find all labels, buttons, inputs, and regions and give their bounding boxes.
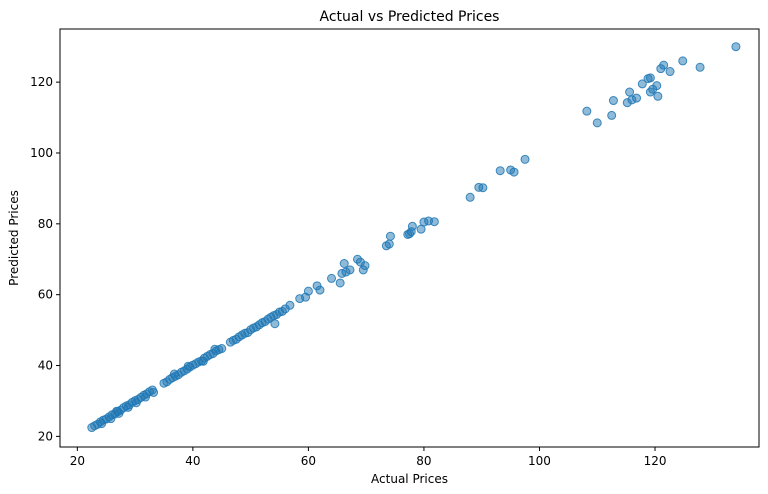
data-point (495, 166, 505, 176)
data-point (637, 79, 647, 89)
data-point (582, 106, 592, 116)
data-point (607, 110, 617, 120)
data-point (384, 239, 394, 249)
data-point (659, 60, 669, 70)
data-point (106, 414, 116, 424)
data-point (478, 183, 488, 193)
data-points (87, 42, 741, 433)
x-tick-label: 80 (416, 454, 431, 468)
data-point (97, 419, 107, 429)
y-tick-label: 100 (30, 146, 53, 160)
data-point (217, 344, 227, 354)
data-point (112, 406, 122, 416)
x-tick-label: 20 (70, 454, 85, 468)
x-tick-label: 100 (528, 454, 551, 468)
data-point (652, 81, 662, 91)
data-point (632, 93, 642, 103)
y-axis-ticks: 20 40 60 80 100 120 (30, 75, 60, 443)
data-point (665, 67, 675, 77)
data-point (509, 167, 519, 177)
data-point (592, 118, 602, 128)
data-point (407, 221, 417, 231)
data-point (315, 285, 325, 295)
x-axis-ticks: 20 40 60 80 100 120 (70, 447, 667, 468)
data-point (149, 387, 159, 397)
data-point (465, 192, 475, 202)
data-point (131, 398, 141, 408)
y-tick-label: 80 (38, 217, 53, 231)
x-tick-label: 60 (301, 454, 316, 468)
data-point (140, 392, 150, 402)
x-tick-label: 40 (185, 454, 200, 468)
data-point (678, 56, 688, 66)
x-tick-label: 120 (644, 454, 667, 468)
data-point (169, 369, 179, 379)
data-point (429, 217, 439, 227)
y-tick-label: 40 (38, 359, 53, 373)
data-point (360, 261, 370, 271)
data-point (198, 356, 208, 366)
data-point (345, 265, 355, 275)
data-point (335, 278, 345, 288)
data-point (339, 259, 349, 269)
data-point (645, 73, 655, 83)
data-point (327, 273, 337, 283)
data-point (695, 62, 705, 72)
x-axis-label: Actual Prices (371, 472, 448, 486)
data-point (183, 361, 193, 371)
data-point (285, 300, 295, 310)
y-tick-label: 20 (38, 429, 53, 443)
y-tick-label: 60 (38, 288, 53, 302)
data-point (270, 319, 280, 329)
data-point (653, 91, 663, 101)
data-point (625, 87, 635, 97)
data-point (608, 96, 618, 106)
chart-title: Actual vs Predicted Prices (320, 9, 500, 25)
y-tick-label: 120 (30, 75, 53, 89)
data-point (385, 231, 395, 241)
data-point (731, 42, 741, 52)
data-point (303, 286, 313, 296)
data-point (520, 154, 530, 164)
data-point (123, 402, 133, 412)
y-axis-label: Predicted Prices (7, 190, 21, 286)
